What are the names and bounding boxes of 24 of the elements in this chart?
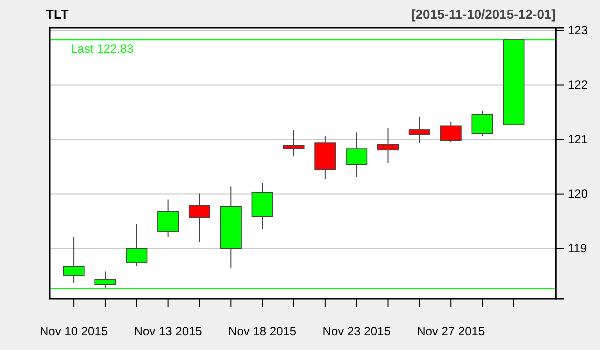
x-tick-label: Nov 27 2015 xyxy=(417,324,486,339)
candlestick xyxy=(252,182,274,230)
candlestick xyxy=(440,121,462,144)
x-tick-label: Nov 13 2015 xyxy=(134,324,203,339)
y-tick-label: 122 xyxy=(568,78,588,92)
candlestick xyxy=(377,128,400,164)
candlestick xyxy=(472,110,494,138)
y-tick-label: 119 xyxy=(568,242,588,256)
y-tick-label: 121 xyxy=(568,132,588,147)
y-tick-label: 120 xyxy=(568,187,588,202)
x-tick-label: Nov 10 2015 xyxy=(40,324,108,339)
candlestick xyxy=(63,236,85,284)
x-tick-label: Nov 23 2015 xyxy=(322,324,392,339)
chart-title: TLT xyxy=(46,7,69,22)
candlestick xyxy=(346,132,368,178)
candlestick xyxy=(408,116,430,144)
ref-line-label: Last 122.83 xyxy=(71,42,134,56)
chart-subtitle: [2015-11-10/2015-12-01] xyxy=(411,7,556,22)
candlestick xyxy=(188,193,211,243)
candlestick xyxy=(158,199,180,238)
y-tick-label: 123 xyxy=(568,24,588,38)
x-tick-label: Nov 18 2015 xyxy=(228,324,297,339)
candlestick xyxy=(283,130,305,158)
candlestick xyxy=(126,224,148,267)
